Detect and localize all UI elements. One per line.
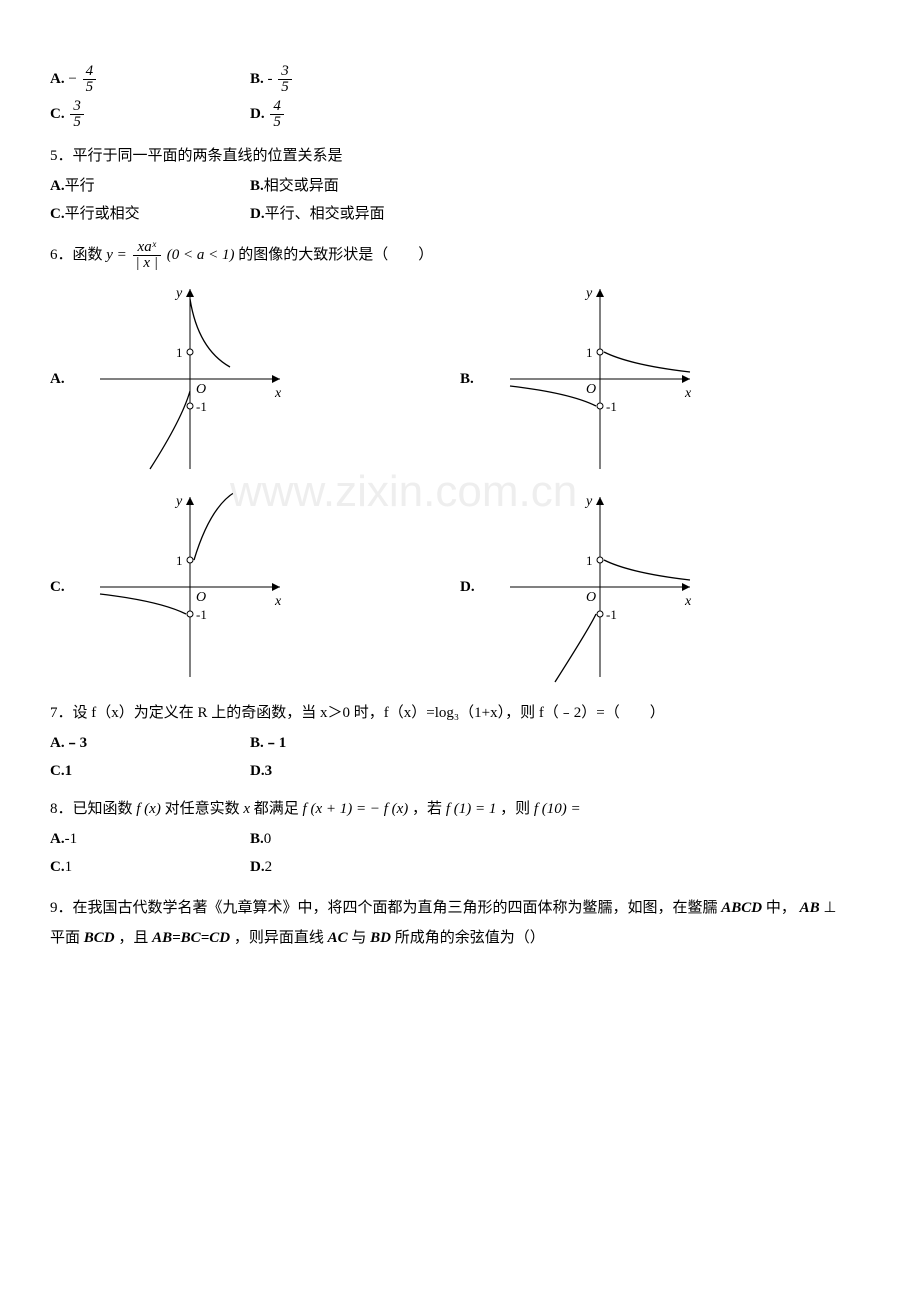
opt-label: C. [50,106,65,122]
fraction: 3 5 [278,64,292,95]
svg-text:y: y [174,286,183,301]
svg-text:x: x [274,594,282,609]
q8-opts-row2: C.1 D.2 [50,855,870,879]
q5-opts-row1: A.平行 B.相交或异面 [50,174,870,198]
q7-stem: 7．设 f（x）为定义在 R 上的奇函数，当 x＞0 时，f（x）=log₃（1… [50,701,870,725]
q4-optC: C. 3 5 [50,99,250,130]
opt-text: 平行、相交或异面 [265,206,385,222]
opt-label: C. [50,575,80,599]
opt-text: -1 [65,831,78,847]
svg-text:x: x [684,594,692,609]
opt-text: 1 [65,763,73,779]
q6-optD: D. O x y 1 -1 [460,487,700,687]
q6-optA: A. O x y 1 -1 [50,279,460,479]
q4-optA: A. − 4 5 [50,64,250,95]
q8-stem: 8．已知函数 f (x) 对任意实数 x 都满足 f (x + 1) = − f… [50,797,870,821]
opt-label: A. [50,735,65,751]
opt-label: D. [250,206,265,222]
opt-label: B. [250,178,264,194]
opt-label: C. [50,763,65,779]
opt-label: D. [460,575,490,599]
opt-label: B. [250,831,264,847]
svg-text:1: 1 [586,553,593,568]
q4-opts-row2: C. 3 5 D. 4 5 [50,99,870,130]
q4-optD: D. 4 5 [250,99,450,130]
opt-label: B. [250,71,264,87]
q6-optC: C. O x y 1 -1 [50,487,460,687]
opt-label: B. [250,735,264,751]
fraction: xaˣ | x | [133,240,161,271]
q4-optB: B. - 3 5 [250,64,450,95]
q6-stem: 6．函数 y = xaˣ | x | (0 < a < 1) 的图像的大致形状是… [50,240,870,271]
svg-text:O: O [586,382,596,397]
svg-text:x: x [274,386,282,401]
opt-label: A. [50,831,65,847]
fraction: 4 5 [83,64,97,95]
opt-text: 相交或异面 [264,178,339,194]
q6-optB: B. O x y 1 -1 [460,279,700,479]
fraction: 4 5 [270,99,284,130]
opt-text: ﹣3 [65,735,88,751]
opt-text: 1 [65,859,73,875]
opt-text: 2 [265,859,273,875]
svg-text:O: O [196,382,206,397]
opt-label: A. [50,367,80,391]
opt-label: D. [250,859,265,875]
opt-text: 0 [264,831,272,847]
svg-text:O: O [196,590,206,605]
opt-text: 平行 [65,178,95,194]
opt-text: 3 [265,763,273,779]
q6-chart-B: O x y 1 -1 [500,279,700,479]
opt-label: D. [250,763,265,779]
fraction: 3 5 [70,99,84,130]
q7-opts-row1: A.﹣3 B.﹣1 [50,731,870,755]
svg-text:-1: -1 [196,607,207,622]
q6-charts-row2: C. O x y 1 -1 D. O x y 1 -1 [50,487,870,687]
svg-text:y: y [174,494,183,509]
svg-text:1: 1 [586,345,593,360]
svg-text:x: x [684,386,692,401]
neg-sign: − [68,71,76,87]
opt-label: C. [50,859,65,875]
svg-text:O: O [586,590,596,605]
q4-opts-row1: A. − 4 5 B. - 3 5 [50,64,870,95]
q5-stem: 5．平行于同一平面的两条直线的位置关系是 [50,144,870,168]
neg-sign: - [268,71,273,87]
q9-stem: 9．在我国古代数学名著《九章算术》中，将四个面都为直角三角形的四面体称为鳖臑，如… [50,893,870,953]
opt-label: C. [50,206,65,222]
q7-opts-row2: C.1 D.3 [50,759,870,783]
q6-charts-row1: A. O x y 1 -1 B. O x y 1 -1 [50,279,870,479]
svg-text:-1: -1 [606,607,617,622]
svg-text:y: y [584,286,593,301]
opt-text: 平行或相交 [65,206,140,222]
svg-text:1: 1 [176,345,183,360]
opt-label: B. [460,367,490,391]
svg-text:y: y [584,494,593,509]
svg-text:-1: -1 [606,399,617,414]
q6-chart-A: O x y 1 -1 [90,279,290,479]
opt-text: ﹣1 [264,735,287,751]
opt-label: A. [50,71,65,87]
q5-opts-row2: C.平行或相交 D.平行、相交或异面 [50,202,870,226]
q8-opts-row1: A.-1 B.0 [50,827,870,851]
opt-label: A. [50,178,65,194]
svg-text:-1: -1 [196,399,207,414]
q6-chart-D: O x y 1 -1 [500,487,700,687]
q6-chart-C: O x y 1 -1 [90,487,290,687]
svg-text:1: 1 [176,553,183,568]
opt-label: D. [250,106,265,122]
